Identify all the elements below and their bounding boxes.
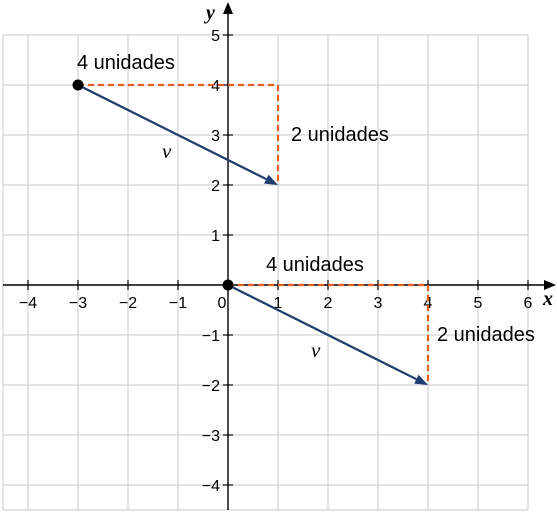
x-tick-label: 0 bbox=[218, 295, 227, 312]
x-axis-label: x bbox=[542, 288, 553, 310]
y-tick-label: −2 bbox=[202, 378, 220, 395]
y-axis-arrow bbox=[223, 2, 233, 14]
vector-2-arrowhead bbox=[414, 374, 428, 385]
vector-1-start-point bbox=[72, 79, 84, 91]
x-axis-arrow bbox=[544, 280, 556, 290]
y-tick-label: 3 bbox=[211, 128, 220, 145]
vector-2-line bbox=[227, 284, 417, 381]
y-tick-label: −3 bbox=[202, 428, 220, 445]
vector-2-horizontal-label: 4 unidades bbox=[266, 254, 364, 276]
vector-1-vertical-label: 2 unidades bbox=[291, 124, 389, 146]
vectors bbox=[72, 79, 428, 385]
vector-1-horizontal-label: 4 unidades bbox=[77, 52, 175, 74]
vector-1-component-guide bbox=[78, 83, 280, 185]
vector-2-start-point bbox=[222, 279, 234, 291]
x-tick-label: −1 bbox=[169, 295, 187, 312]
y-axis-label: y bbox=[204, 2, 215, 24]
axes bbox=[3, 2, 556, 510]
x-tick-label: 3 bbox=[374, 295, 383, 312]
vector-2-component-guide bbox=[228, 283, 430, 385]
vector-2-label: v bbox=[311, 338, 321, 362]
x-tick-label: 4 bbox=[424, 295, 433, 312]
y-tick-label: −4 bbox=[202, 478, 220, 495]
x-tick-label: 1 bbox=[274, 295, 283, 312]
x-tick-label: 6 bbox=[524, 295, 533, 312]
vector-2-vertical-label: 2 unidades bbox=[437, 324, 535, 346]
x-tick-label: −3 bbox=[69, 295, 87, 312]
x-tick-label: −2 bbox=[119, 295, 137, 312]
y-tick-label: 1 bbox=[211, 228, 220, 245]
y-tick-label: 2 bbox=[211, 178, 220, 195]
x-tick-label: −4 bbox=[19, 295, 37, 312]
vector-1-label: v bbox=[162, 139, 172, 163]
grid bbox=[2, 34, 529, 511]
y-tick-label: 4 bbox=[211, 78, 220, 95]
vector-1-line bbox=[77, 84, 267, 181]
ticks: −4 −3 −2 −1 0 1 2 3 4 5 6 5 4 3 2 1 −1 −2 −3 −4 bbox=[19, 28, 533, 495]
y-tick-label: −1 bbox=[202, 328, 220, 345]
x-tick-label: 5 bbox=[474, 295, 483, 312]
component-guides bbox=[78, 83, 430, 385]
vector-1-arrowhead bbox=[264, 174, 278, 185]
annotations: x y 4 unidades 2 unidades v 4 unidades 2… bbox=[77, 2, 553, 362]
x-tick-label: 2 bbox=[324, 295, 333, 312]
y-tick-label: 5 bbox=[211, 28, 220, 45]
